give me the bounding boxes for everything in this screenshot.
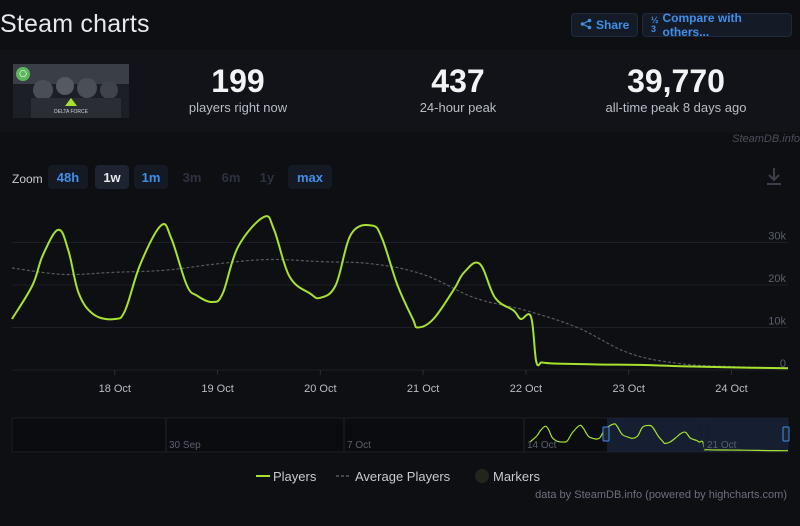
navigator-tick-label-7-Oct: 7 Oct (347, 440, 371, 451)
y-axis: 0 10k 20k 30k (768, 231, 786, 371)
x-tick-label-20-Oct: 20 Oct (304, 383, 336, 395)
navigator-players-line (529, 423, 789, 452)
game-capsule-image[interactable]: DELTA FORCE ⎔ (13, 64, 129, 118)
navigator-selected-range (607, 418, 788, 452)
zoom-label: Zoom (12, 172, 43, 186)
current-players-label: players right now (188, 100, 288, 115)
stat-current-players: 199 players right now (178, 62, 298, 115)
steamdb-watermark: SteamDB.info (732, 133, 800, 145)
chart-credit: data by SteamDB.info (powered by highcha… (535, 489, 787, 501)
stats-bar (0, 50, 800, 132)
zoom-3m-button[interactable]: 3m (182, 169, 202, 185)
current-players-value: 199 (211, 63, 265, 99)
peak24-value: 437 (431, 63, 485, 99)
stat-alltime-peak: 39,770 all-time peak 8 days ago (596, 62, 756, 115)
alltime-value: 39,770 (627, 63, 725, 99)
download-icon (767, 168, 781, 185)
share-icon (580, 18, 592, 33)
share-label: Share (596, 18, 630, 32)
controller-badge-icon: ⎔ (16, 67, 30, 81)
navigator-right-handle[interactable] (782, 426, 790, 442)
alltime-label: all-time peak 8 days ago (605, 100, 747, 115)
x-tick-label-21-Oct: 21 Oct (407, 383, 439, 395)
navigator-left-handle[interactable] (602, 426, 610, 442)
y-tick-label-20k: 20k (768, 273, 786, 285)
game-logo-text: DELTA FORCE (54, 109, 89, 115)
zoom-6m-button[interactable]: 6m (221, 169, 241, 185)
x-tick-label-18-Oct: 18 Oct (99, 383, 131, 395)
zoom-1y-button[interactable]: 1y (259, 169, 275, 185)
zoom-1w-button[interactable]: 1w (95, 165, 129, 189)
legend-players[interactable]: Players (273, 469, 317, 484)
series-players-points (12, 217, 788, 368)
zoom-1m-button[interactable]: 1m (134, 165, 168, 189)
y-tick-label-10k: 10k (768, 316, 786, 328)
navigator-x-axis: 30 Sep 7 Oct 14 Oct 21 Oct (165, 418, 737, 452)
navigator-tick-label-21-Oct: 21 Oct (707, 440, 737, 451)
peak24-label: 24-hour peak (419, 100, 497, 115)
x-tick-label-19-Oct: 19 Oct (201, 383, 233, 395)
stat-24h-peak: 437 24-hour peak (398, 62, 518, 115)
navigator-tick-label-30-Sep: 30 Sep (169, 440, 201, 451)
x-tick-label-22-Oct: 22 Oct (510, 383, 542, 395)
x-axis: 18 Oct 19 Oct 20 Oct 21 Oct 22 Oct 23 Oct 24 O… (99, 370, 748, 395)
zoom-48h-button[interactable]: 48h (48, 165, 88, 189)
navigator-tick-label-14-Oct: 14 Oct (527, 440, 557, 451)
series-average-players-line (11, 258, 789, 369)
share-button[interactable]: Share (571, 13, 639, 37)
page-title: Steam charts (0, 10, 150, 38)
download-button[interactable] (765, 166, 783, 191)
compare-label: Compare with others... (662, 11, 742, 39)
x-tick-label-23-Oct: 23 Oct (612, 383, 644, 395)
legend-average-players[interactable]: Average Players (355, 469, 451, 484)
zoom-max-button[interactable]: max (288, 165, 332, 189)
y-tick-label-30k: 30k (768, 231, 786, 243)
series-players-line (11, 215, 789, 370)
legend-markers-swatch (475, 469, 489, 483)
y-tick-label-0: 0 (780, 358, 786, 370)
x-tick-label-24-Oct: 24 Oct (715, 383, 747, 395)
grid-lines (12, 242, 788, 371)
legend-markers[interactable]: Markers (493, 469, 540, 484)
navigator (11, 417, 789, 453)
